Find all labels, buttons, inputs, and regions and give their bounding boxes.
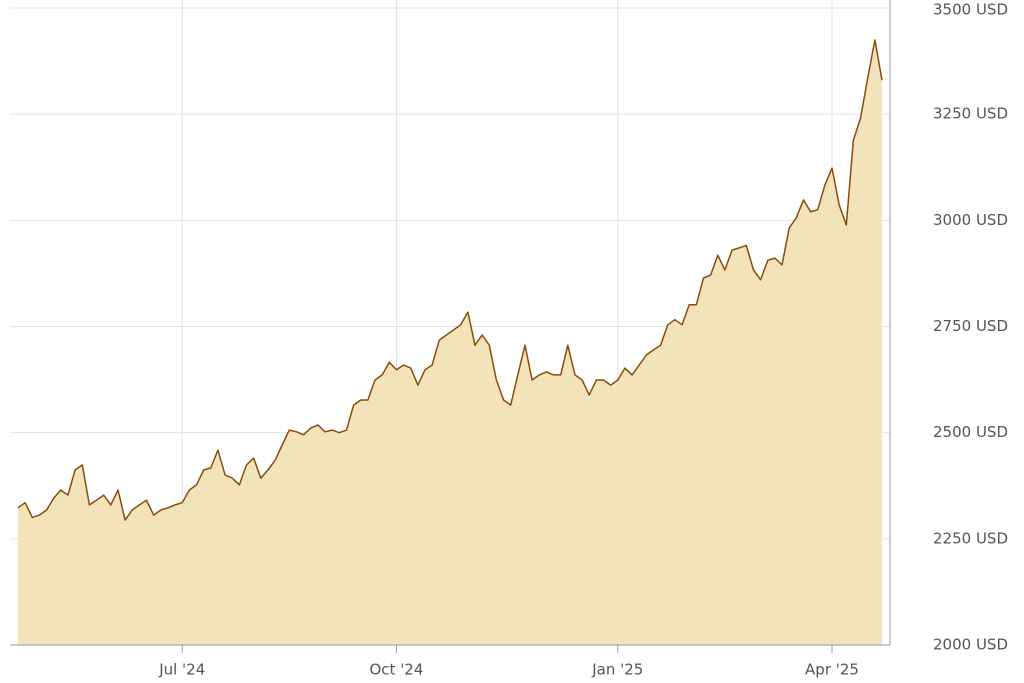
y-tick-label: 3250 USD [933,105,1008,123]
x-tick-label: Oct '24 [369,661,423,679]
y-tick-label: 3000 USD [933,211,1008,229]
y-tick-label: 3500 USD [933,1,1008,19]
y-tick-label: 2250 USD [933,529,1008,547]
price-line [17,39,883,521]
x-tick-label: Jul '24 [158,661,205,679]
y-tick-label: 2000 USD [933,636,1008,654]
y-tick-label: 2750 USD [933,317,1008,335]
x-tick-label: Jan '25 [591,661,643,679]
area-fill [18,39,882,645]
x-tick-label: Apr '25 [805,661,859,679]
y-tick-label: 2500 USD [933,423,1008,441]
